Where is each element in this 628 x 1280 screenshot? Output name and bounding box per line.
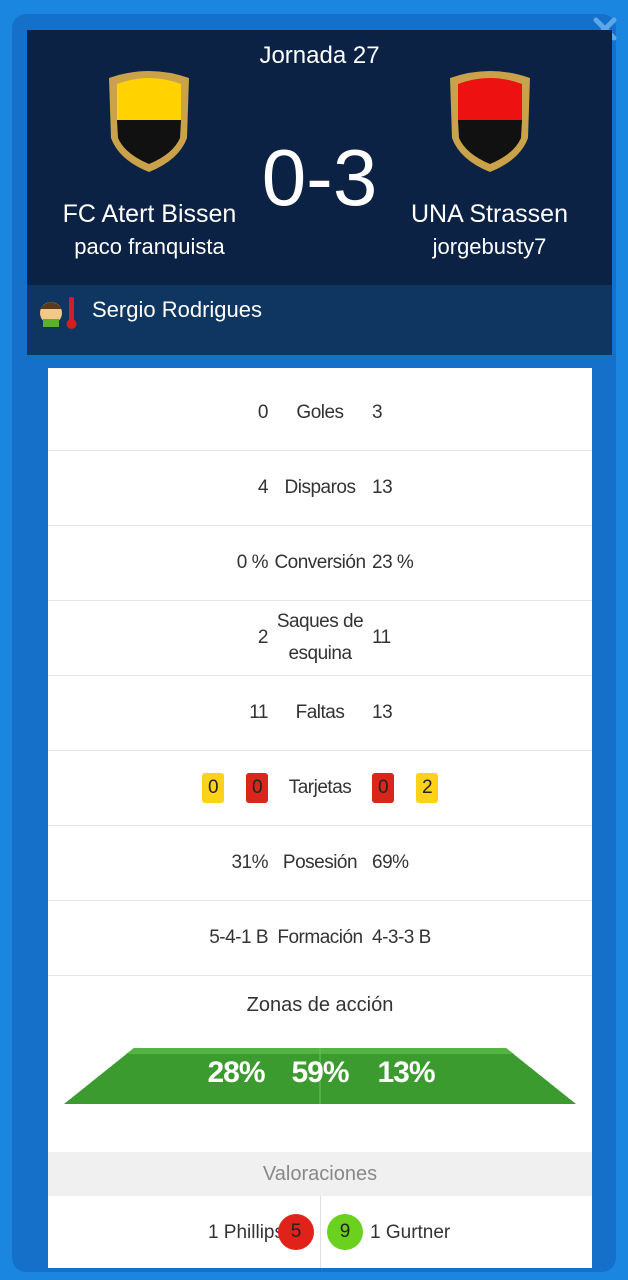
away-cell: 69%	[368, 852, 592, 874]
away-cell: 23 %	[368, 552, 592, 574]
stat-label: Posesión	[282, 851, 358, 873]
stat-row: 31% Posesión 69%	[48, 825, 592, 901]
home-cell: 5-4-1 B	[48, 927, 272, 949]
home-manager: paco franquista	[74, 234, 225, 259]
away-cell: 13	[368, 477, 592, 499]
stat-label: Disparos	[284, 476, 356, 498]
zone-value: 13%	[377, 1056, 435, 1089]
zone-value: 28%	[207, 1056, 265, 1089]
home-crest	[109, 71, 189, 172]
zones-title: Zonas de acción	[246, 994, 394, 1016]
stat-row: 5-4-1 B Formación 4-3-3 B	[48, 900, 592, 976]
away-value: 13	[372, 476, 393, 498]
stat-label: Formación	[277, 926, 363, 948]
stat-row: 0 0 Tarjetas 0 2	[48, 750, 592, 826]
round: Jornada 27	[259, 42, 380, 69]
home-value: 4	[257, 476, 269, 498]
away-value: 13	[372, 701, 393, 723]
referee-bar: Sergio Rodrigues	[27, 285, 612, 355]
home-cell: 0 %	[48, 552, 272, 574]
home-yellow-cards: 0	[202, 772, 224, 803]
home-value: 11	[249, 701, 268, 723]
home-team: FC Atert Bissen	[62, 200, 237, 228]
home-cell: 0	[48, 402, 272, 424]
stats-panel: Zonas de acción Valoraciones 1 Phillips …	[48, 368, 592, 1268]
stat-row: 0 % Conversión 23 %	[48, 525, 592, 601]
away-cell: 11	[368, 627, 592, 649]
home-value: 0	[257, 401, 269, 423]
ratings-title: Valoraciones	[48, 1152, 592, 1196]
away-cell: 13	[368, 702, 592, 724]
away-crest	[450, 71, 530, 172]
divider	[320, 1196, 321, 1268]
score: 0-3	[261, 133, 378, 222]
stat-row: 4 Disparos 13	[48, 450, 592, 526]
pitch	[64, 1048, 576, 1104]
home-cell: 11	[48, 702, 272, 724]
away-yellow-cards: 2	[416, 772, 438, 803]
stat-row: 0 Goles 3	[48, 375, 592, 451]
referee-icon	[40, 297, 77, 329]
stat-label: Faltas	[295, 701, 345, 723]
home-red-cards: 0	[246, 772, 268, 803]
stat-label: Goles	[296, 401, 344, 423]
referee-name: Sergio Rodrigues	[92, 297, 262, 322]
home-value: 31%	[231, 851, 268, 873]
away-cell: 3	[368, 402, 592, 424]
away-manager: jorgebusty7	[432, 234, 547, 259]
away-value: 11	[372, 626, 391, 648]
stat-label: Saques de esquina	[276, 610, 364, 664]
away-team: UNA Strassen	[410, 200, 568, 228]
away-rating: 9	[327, 1214, 363, 1250]
away-value: 4-3-3 B	[372, 926, 431, 948]
home-cell: 4	[48, 477, 272, 499]
away-red-cards: 0	[372, 772, 394, 803]
home-value: 5-4-1 B	[209, 926, 268, 948]
stat-row: 2 Saques de esquina 11	[48, 600, 592, 676]
away-player: 1 Gurtner	[370, 1222, 451, 1243]
away-value: 3	[372, 401, 383, 423]
zone-value: 59%	[291, 1056, 349, 1089]
match-header: Jornada 27 0-3 FC Atert Bissen paco fran…	[27, 30, 612, 285]
away-value: 23 %	[372, 551, 414, 573]
stat-label: Conversión	[274, 551, 366, 573]
home-cell: 31%	[48, 852, 272, 874]
stat-label: Tarjetas	[288, 776, 352, 798]
home-cell: 2	[48, 627, 272, 649]
home-player: 1 Phillips	[207, 1222, 284, 1243]
away-cell: 4-3-3 B	[368, 927, 592, 949]
away-value: 69%	[372, 851, 409, 873]
home-rating: 5	[278, 1214, 314, 1250]
home-value: 0 %	[236, 551, 269, 573]
home-value: 2	[257, 626, 269, 648]
stat-row: 11 Faltas 13	[48, 675, 592, 751]
